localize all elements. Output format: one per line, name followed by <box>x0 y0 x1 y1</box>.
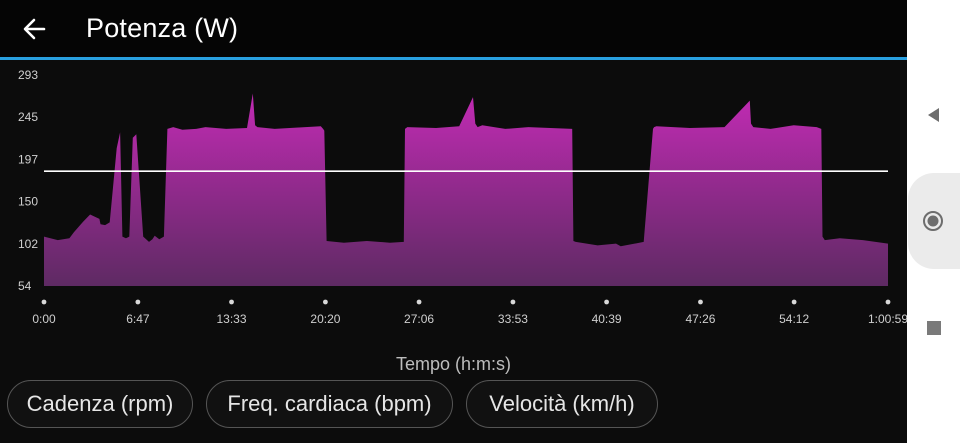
y-tick-label: 102 <box>18 237 38 251</box>
toolbar-accent-line <box>0 57 907 60</box>
power-chart: 293 245 197 150 102 54 0:00 6:47 13:33 20:20 27:06… <box>18 68 907 326</box>
x-tick-label: 27:06 <box>404 312 434 326</box>
x-tick-label: 0:00 <box>32 312 56 326</box>
triangle-back-icon[interactable] <box>925 105 945 125</box>
x-tick-label: 6:47 <box>126 312 150 326</box>
app-toolbar: Potenza (W) <box>0 0 907 57</box>
power-area-series <box>44 93 888 286</box>
x-tick-label: 40:39 <box>592 312 622 326</box>
chip-heart-rate[interactable]: Freq. cardiaca (bpm) <box>206 380 453 428</box>
x-tick-dot <box>791 299 797 305</box>
y-tick-label: 293 <box>18 68 38 82</box>
circle-home-icon[interactable] <box>922 210 944 232</box>
x-tick-dot <box>885 299 891 305</box>
chip-cadence-label: Cadenza (rpm) <box>26 391 174 416</box>
square-recents-icon[interactable] <box>927 321 941 335</box>
y-tick-label: 150 <box>18 195 38 209</box>
x-tick-dot <box>510 299 516 305</box>
x-tick-label: 1:00:59 <box>868 312 907 326</box>
y-tick-label: 197 <box>18 152 38 166</box>
arrow-left-icon <box>23 18 46 40</box>
x-tick-dot <box>604 299 609 305</box>
x-tick-dot <box>698 299 703 305</box>
x-tick-dot <box>41 299 47 305</box>
page-title: Potenza (W) <box>86 13 239 43</box>
back-button[interactable] <box>14 12 54 46</box>
y-tick-label: 54 <box>18 279 32 293</box>
x-tick-dot <box>416 299 422 305</box>
chip-cadence[interactable]: Cadenza (rpm) <box>7 380 193 428</box>
x-axis-title: Tempo (h:m:s) <box>395 354 512 374</box>
x-tick-label: 47:26 <box>685 312 715 326</box>
x-tick-dot <box>323 299 328 305</box>
y-tick-label: 245 <box>18 110 38 124</box>
x-tick-label: 13:33 <box>217 312 247 326</box>
chip-heart-rate-label: Freq. cardiaca (bpm) <box>227 391 432 416</box>
x-tick-dot <box>229 299 234 305</box>
chip-speed-label: Velocità (km/h) <box>489 391 635 416</box>
app-screen: Potenza (W) 293 245 197 150 102 54 0:00 6:47 13:… <box>0 0 907 443</box>
x-tick-label: 54:12 <box>779 312 809 326</box>
x-tick-label: 20:20 <box>310 312 340 326</box>
chip-speed[interactable]: Velocità (km/h) <box>466 380 658 428</box>
x-tick-dot <box>135 299 141 305</box>
x-tick-label: 33:53 <box>498 312 528 326</box>
